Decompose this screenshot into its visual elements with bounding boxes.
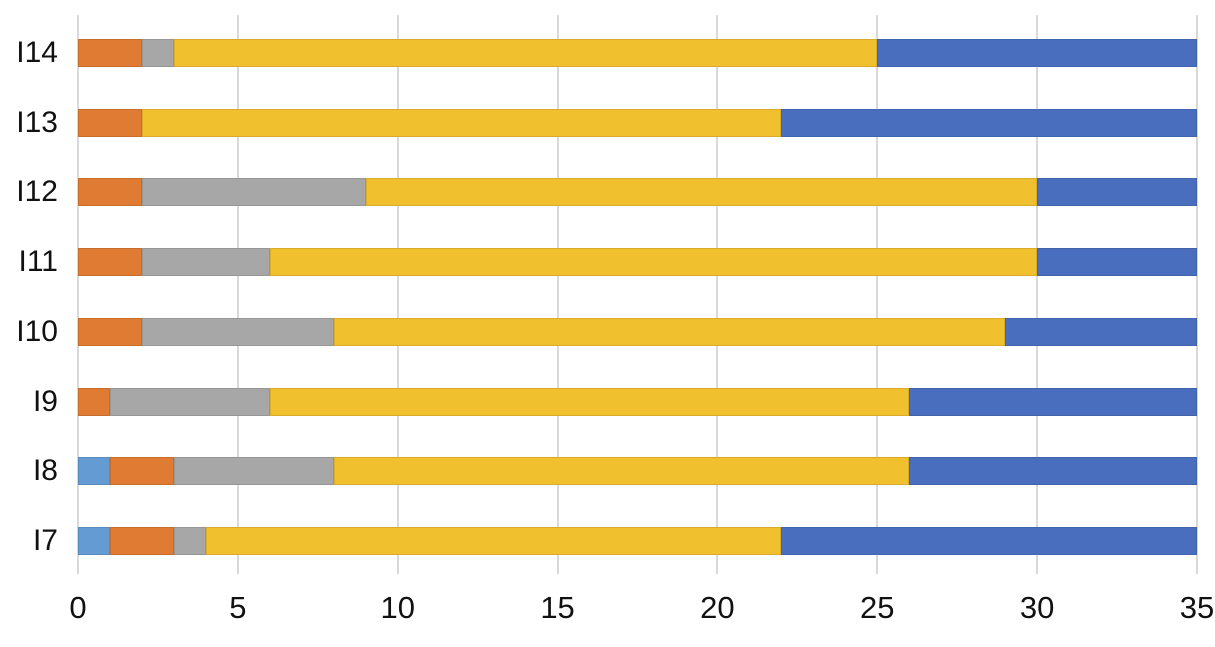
bar-segment-blue-dark-I14 xyxy=(877,38,1197,67)
category-label-I12: I12 xyxy=(16,175,58,209)
bar-segment-blue-dark-I7 xyxy=(781,527,1197,556)
bar-row-I11 xyxy=(78,248,1197,277)
bar-segment-blue-dark-I10 xyxy=(1005,317,1197,346)
bar-segment-yellow-I10 xyxy=(333,317,1006,346)
bar-segment-gray-I10 xyxy=(141,317,334,346)
x-axis-tick-label: 25 xyxy=(860,590,895,625)
category-label-I8: I8 xyxy=(32,454,58,488)
bar-segment-orange-I14 xyxy=(78,38,142,67)
bar-segment-yellow-I9 xyxy=(269,387,910,416)
category-label-I9: I9 xyxy=(32,384,58,418)
category-label-I7: I7 xyxy=(32,524,58,558)
bar-segment-blue-dark-I12 xyxy=(1037,178,1197,207)
category-label-I14: I14 xyxy=(16,35,58,69)
x-axis-tick-label: 15 xyxy=(540,590,575,625)
gridline-x-30 xyxy=(1036,15,1039,574)
x-axis-tick-label: 0 xyxy=(69,590,87,625)
bar-segment-blue-dark-I11 xyxy=(1037,248,1197,277)
bar-segment-yellow-I13 xyxy=(141,108,782,137)
gridline-x-25 xyxy=(876,15,879,574)
bar-segment-blue-dark-I9 xyxy=(909,387,1197,416)
bar-segment-blue-light-I8 xyxy=(78,457,110,486)
x-axis-tick-label: 20 xyxy=(700,590,735,625)
category-label-I10: I10 xyxy=(16,314,58,348)
bar-segment-yellow-I8 xyxy=(333,457,910,486)
gridline-x-15 xyxy=(556,15,559,574)
category-label-I13: I13 xyxy=(16,105,58,139)
x-axis-tick-label: 30 xyxy=(1019,590,1055,625)
bar-segment-gray-I12 xyxy=(141,178,366,207)
bar-segment-orange-I12 xyxy=(78,178,142,207)
bar-row-I9 xyxy=(78,387,1197,416)
bar-row-I7 xyxy=(78,527,1197,556)
bar-segment-orange-I9 xyxy=(78,387,110,416)
gridline-x-35 xyxy=(1196,15,1198,574)
bar-segment-orange-I7 xyxy=(109,527,174,556)
x-axis-tick-label: 5 xyxy=(229,590,247,625)
gridline-x-5 xyxy=(236,15,239,574)
x-axis-tick-label: 10 xyxy=(380,590,415,625)
bar-segment-orange-I10 xyxy=(78,317,142,346)
bar-segment-gray-I11 xyxy=(141,248,270,277)
bar-segment-blue-dark-I13 xyxy=(781,108,1197,137)
bar-segment-orange-I8 xyxy=(109,457,174,486)
bar-segment-orange-I11 xyxy=(78,248,142,277)
bar-row-I10 xyxy=(78,317,1197,346)
bar-segment-yellow-I14 xyxy=(173,38,878,67)
bar-segment-gray-I9 xyxy=(109,387,270,416)
bar-segment-yellow-I11 xyxy=(269,248,1038,277)
bar-row-I12 xyxy=(78,178,1197,207)
category-label-I11: I11 xyxy=(18,245,58,279)
bar-segment-gray-I7 xyxy=(173,527,206,556)
gridline-x-0 xyxy=(77,15,79,574)
bar-segment-gray-I14 xyxy=(141,38,174,67)
bar-row-I8 xyxy=(78,457,1197,486)
bar-row-I14 xyxy=(78,38,1197,67)
bar-segment-yellow-I7 xyxy=(205,527,782,556)
bar-segment-orange-I13 xyxy=(78,108,142,137)
bar-segment-yellow-I12 xyxy=(365,178,1038,207)
gridline-x-20 xyxy=(716,15,719,574)
bar-row-I13 xyxy=(78,108,1197,137)
bar-segment-blue-dark-I8 xyxy=(909,457,1197,486)
bar-segment-blue-light-I7 xyxy=(78,527,110,556)
bar-segment-gray-I8 xyxy=(173,457,334,486)
x-axis-tick-label: 35 xyxy=(1179,590,1215,625)
gridline-x-10 xyxy=(396,15,399,574)
